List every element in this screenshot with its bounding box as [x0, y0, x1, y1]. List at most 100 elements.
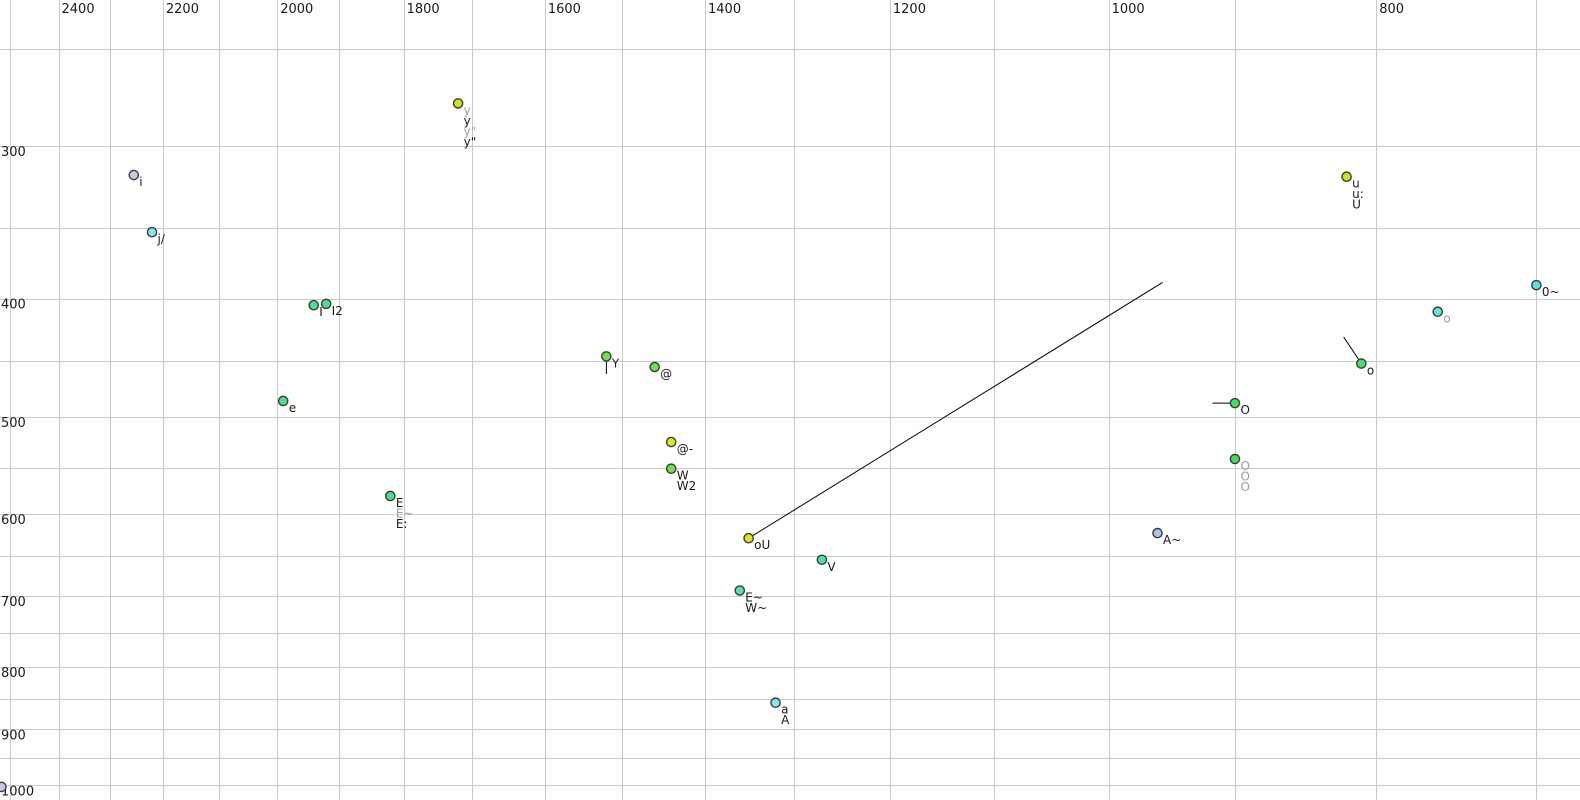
- point-marker[interactable]: [146, 226, 158, 238]
- point-marker[interactable]: [308, 299, 320, 311]
- point-label: E~: [745, 591, 763, 605]
- point-label: A: [781, 713, 790, 727]
- y-tick-label: 1000: [1, 784, 34, 799]
- point-label: O: [1240, 403, 1249, 417]
- y-tick-label: 900: [1, 728, 26, 743]
- point-marker[interactable]: [1152, 527, 1163, 539]
- point-label: O: [1240, 469, 1249, 483]
- point-marker[interactable]: [770, 697, 781, 709]
- data-point-w[interactable]: WW2: [665, 463, 697, 493]
- point-marker[interactable]: [277, 395, 289, 407]
- point-label: O: [1240, 480, 1249, 494]
- point-label: O: [1240, 459, 1249, 473]
- point-label: i: [139, 175, 142, 189]
- point-label: A~: [1163, 533, 1181, 547]
- point-label: W~: [745, 601, 767, 615]
- point-label: y: [464, 114, 471, 128]
- point-label: @-: [677, 442, 693, 456]
- data-point-o[interactable]: OOO: [1229, 453, 1250, 494]
- connector-line: [1343, 336, 1362, 364]
- point-marker[interactable]: [0, 781, 7, 793]
- point-marker[interactable]: [665, 436, 677, 448]
- y-tick-label: 700: [1, 595, 26, 610]
- point-label: y": [464, 124, 477, 138]
- x-tick-label: 1600: [548, 2, 581, 17]
- y-tick-label: 600: [1, 513, 26, 528]
- point-label: U: [1352, 198, 1361, 212]
- point-label: e: [289, 401, 296, 415]
- data-point-i2[interactable]: I2: [320, 298, 343, 318]
- point-marker[interactable]: [1229, 453, 1241, 465]
- data-point-y[interactable]: Y: [601, 351, 620, 371]
- point-label: u: [1352, 177, 1360, 191]
- point-marker[interactable]: [452, 98, 464, 109]
- x-tick-label: 2200: [166, 2, 199, 17]
- data-point-o[interactable]: O: [1229, 397, 1250, 418]
- point-label: I2: [332, 304, 343, 318]
- point-marker[interactable]: [649, 361, 660, 373]
- point-label: y": [464, 135, 477, 149]
- x-tick-label: 1000: [1112, 2, 1145, 17]
- data-point-ou[interactable]: oU: [743, 532, 770, 553]
- point-label: E~: [396, 506, 414, 520]
- y-tick-label: 800: [1, 666, 26, 681]
- data-point-0[interactable]: 0~: [1531, 279, 1560, 300]
- point-label: o: [1367, 364, 1374, 378]
- point-marker[interactable]: [1432, 306, 1444, 318]
- data-point-i[interactable]: i: [128, 169, 143, 189]
- y-tick-label: 400: [1, 298, 26, 313]
- data-point-a[interactable]: A~: [1152, 527, 1181, 548]
- point-label: u:: [1352, 187, 1364, 201]
- point-marker[interactable]: [1229, 397, 1241, 409]
- point-marker[interactable]: [601, 351, 612, 362]
- point-label: I: [319, 305, 323, 319]
- y-tick-label: 300: [1, 145, 26, 160]
- point-label: V: [827, 560, 836, 574]
- point-marker[interactable]: [385, 490, 396, 502]
- point-marker[interactable]: [128, 169, 140, 181]
- data-point-u[interactable]: uu:U: [1341, 171, 1364, 212]
- data-point-[interactable]: @: [649, 361, 672, 381]
- x-tick-label: 800: [1379, 2, 1404, 17]
- data-point-[interactable]: @-: [665, 436, 693, 456]
- point-label: E: [396, 496, 404, 510]
- point-label: 0~: [1542, 285, 1560, 299]
- point-marker[interactable]: [1341, 171, 1352, 183]
- point-marker[interactable]: [1356, 358, 1367, 369]
- point-label: oU: [754, 538, 770, 552]
- point-label: y: [464, 103, 471, 117]
- data-point-e[interactable]: e: [277, 395, 296, 415]
- point-marker[interactable]: [816, 554, 828, 566]
- x-tick-label: 1800: [407, 2, 440, 17]
- point-marker[interactable]: [734, 585, 746, 596]
- data-point-y[interactable]: yyy"y": [452, 98, 477, 149]
- y-tick-label: 500: [1, 416, 26, 431]
- point-label: j/: [157, 232, 166, 246]
- point-label: a: [781, 703, 788, 717]
- x-tick-label: 2400: [62, 2, 95, 17]
- point-marker[interactable]: [743, 532, 754, 544]
- data-point-i[interactable]: I: [308, 299, 323, 320]
- data-points: ij/I I2eEE~E:yyy"y"Y@@-WW2oUVE~W~aAA~uu:U…: [0, 98, 1560, 793]
- point-marker[interactable]: [320, 298, 332, 310]
- data-point-v[interactable]: V: [816, 554, 836, 574]
- point-label: W: [677, 469, 689, 483]
- point-marker[interactable]: [665, 463, 677, 475]
- point-label: Y: [611, 356, 620, 370]
- data-point-e[interactable]: EE~E:: [385, 490, 414, 531]
- data-point-e[interactable]: E~W~: [734, 585, 767, 615]
- point-label: W2: [677, 479, 697, 493]
- data-point-edge[interactable]: [0, 781, 7, 793]
- connector-line: [748, 281, 1163, 539]
- point-marker[interactable]: [1531, 279, 1542, 291]
- axis-tick-labels: 2400 2200 2000 1800 1600 1400 1200 1000 800 300 40…: [1, 2, 1404, 799]
- data-point-j[interactable]: j/: [146, 226, 166, 247]
- x-tick-label: 1400: [708, 2, 741, 17]
- data-point-o[interactable]: o: [1356, 358, 1374, 378]
- data-point-a[interactable]: aA: [770, 697, 790, 727]
- data-point-o[interactable]: o: [1432, 306, 1451, 326]
